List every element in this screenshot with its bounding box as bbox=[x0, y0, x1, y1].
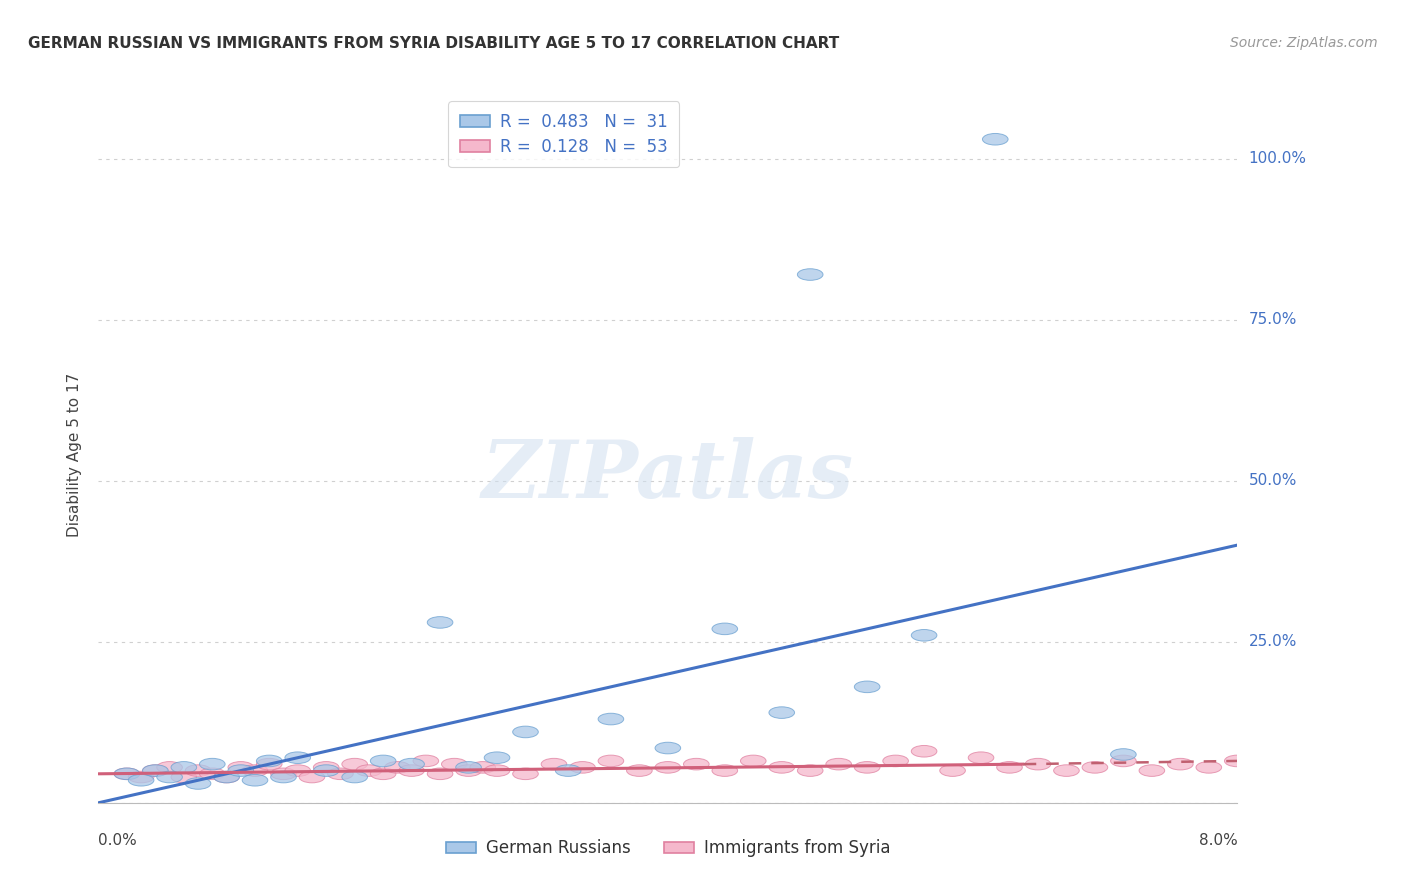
Ellipse shape bbox=[598, 714, 624, 725]
Ellipse shape bbox=[470, 762, 495, 773]
Text: 0.0%: 0.0% bbox=[98, 833, 138, 848]
Ellipse shape bbox=[683, 758, 709, 770]
Ellipse shape bbox=[271, 768, 297, 780]
Ellipse shape bbox=[598, 756, 624, 767]
Ellipse shape bbox=[399, 764, 425, 776]
Ellipse shape bbox=[114, 768, 139, 780]
Ellipse shape bbox=[427, 616, 453, 628]
Ellipse shape bbox=[128, 774, 153, 786]
Ellipse shape bbox=[1025, 758, 1050, 770]
Ellipse shape bbox=[342, 758, 367, 770]
Ellipse shape bbox=[569, 762, 595, 773]
Ellipse shape bbox=[1111, 756, 1136, 767]
Ellipse shape bbox=[711, 764, 738, 776]
Text: ZIPatlas: ZIPatlas bbox=[482, 437, 853, 515]
Ellipse shape bbox=[427, 768, 453, 780]
Ellipse shape bbox=[157, 762, 183, 773]
Ellipse shape bbox=[939, 764, 966, 776]
Text: GERMAN RUSSIAN VS IMMIGRANTS FROM SYRIA DISABILITY AGE 5 TO 17 CORRELATION CHART: GERMAN RUSSIAN VS IMMIGRANTS FROM SYRIA … bbox=[28, 36, 839, 51]
Ellipse shape bbox=[983, 134, 1008, 145]
Text: 75.0%: 75.0% bbox=[1249, 312, 1296, 327]
Ellipse shape bbox=[370, 756, 396, 767]
Ellipse shape bbox=[242, 764, 267, 776]
Ellipse shape bbox=[911, 630, 936, 641]
Ellipse shape bbox=[541, 758, 567, 770]
Ellipse shape bbox=[627, 764, 652, 776]
Ellipse shape bbox=[1083, 762, 1108, 773]
Ellipse shape bbox=[997, 762, 1022, 773]
Ellipse shape bbox=[1053, 764, 1080, 776]
Ellipse shape bbox=[655, 742, 681, 754]
Ellipse shape bbox=[513, 726, 538, 738]
Ellipse shape bbox=[299, 772, 325, 783]
Ellipse shape bbox=[285, 752, 311, 764]
Ellipse shape bbox=[741, 756, 766, 767]
Ellipse shape bbox=[1139, 764, 1164, 776]
Ellipse shape bbox=[200, 768, 225, 780]
Ellipse shape bbox=[1225, 756, 1250, 767]
Ellipse shape bbox=[655, 762, 681, 773]
Legend: German Russians, Immigrants from Syria: German Russians, Immigrants from Syria bbox=[439, 833, 897, 864]
Ellipse shape bbox=[214, 772, 239, 783]
Ellipse shape bbox=[200, 758, 225, 770]
Ellipse shape bbox=[883, 756, 908, 767]
Ellipse shape bbox=[172, 762, 197, 773]
Text: 8.0%: 8.0% bbox=[1198, 833, 1237, 848]
Ellipse shape bbox=[228, 764, 253, 776]
Ellipse shape bbox=[797, 764, 823, 776]
Text: 25.0%: 25.0% bbox=[1249, 634, 1296, 649]
Ellipse shape bbox=[769, 762, 794, 773]
Ellipse shape bbox=[513, 768, 538, 780]
Ellipse shape bbox=[128, 772, 153, 783]
Ellipse shape bbox=[114, 768, 139, 780]
Ellipse shape bbox=[555, 764, 581, 776]
Ellipse shape bbox=[142, 764, 169, 776]
Ellipse shape bbox=[1111, 748, 1136, 760]
Ellipse shape bbox=[356, 764, 381, 776]
Ellipse shape bbox=[186, 778, 211, 789]
Ellipse shape bbox=[342, 772, 367, 783]
Ellipse shape bbox=[385, 762, 411, 773]
Ellipse shape bbox=[484, 752, 510, 764]
Ellipse shape bbox=[855, 681, 880, 693]
Ellipse shape bbox=[456, 762, 481, 773]
Y-axis label: Disability Age 5 to 17: Disability Age 5 to 17 bbox=[67, 373, 83, 537]
Ellipse shape bbox=[285, 764, 311, 776]
Ellipse shape bbox=[855, 762, 880, 773]
Ellipse shape bbox=[328, 768, 353, 780]
Ellipse shape bbox=[456, 764, 481, 776]
Ellipse shape bbox=[314, 762, 339, 773]
Ellipse shape bbox=[484, 764, 510, 776]
Ellipse shape bbox=[256, 756, 283, 767]
Text: 50.0%: 50.0% bbox=[1249, 473, 1296, 488]
Ellipse shape bbox=[825, 758, 852, 770]
Ellipse shape bbox=[242, 774, 267, 786]
Ellipse shape bbox=[271, 772, 297, 783]
Ellipse shape bbox=[911, 746, 936, 757]
Ellipse shape bbox=[399, 758, 425, 770]
Ellipse shape bbox=[314, 764, 339, 776]
Ellipse shape bbox=[413, 756, 439, 767]
Ellipse shape bbox=[214, 772, 239, 783]
Ellipse shape bbox=[797, 268, 823, 280]
Ellipse shape bbox=[441, 758, 467, 770]
Ellipse shape bbox=[157, 772, 183, 783]
Ellipse shape bbox=[1167, 758, 1194, 770]
Ellipse shape bbox=[711, 623, 738, 635]
Ellipse shape bbox=[370, 768, 396, 780]
Text: 100.0%: 100.0% bbox=[1249, 151, 1306, 166]
Ellipse shape bbox=[172, 772, 197, 783]
Ellipse shape bbox=[142, 764, 169, 776]
Ellipse shape bbox=[769, 706, 794, 718]
Ellipse shape bbox=[1197, 762, 1222, 773]
Text: Source: ZipAtlas.com: Source: ZipAtlas.com bbox=[1230, 36, 1378, 50]
Ellipse shape bbox=[969, 752, 994, 764]
Ellipse shape bbox=[228, 762, 253, 773]
Ellipse shape bbox=[186, 764, 211, 776]
Ellipse shape bbox=[256, 758, 283, 770]
